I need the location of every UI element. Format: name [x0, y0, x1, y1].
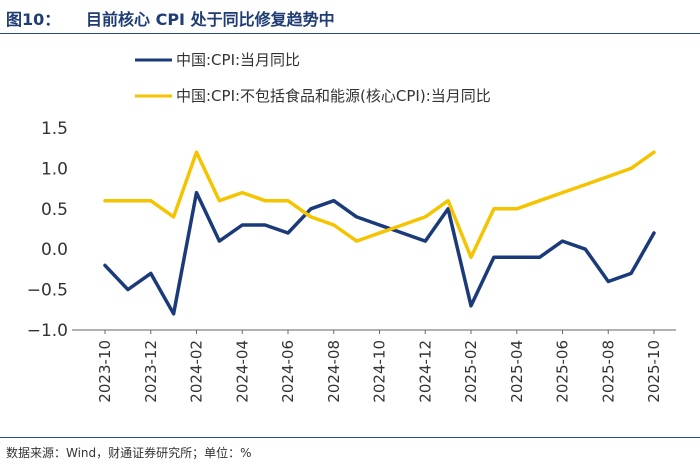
x-tick-label: 2025-10	[645, 340, 663, 403]
figure-header: 图10： 目前核心 CPI 处于同比修复趋势中	[0, 0, 700, 34]
y-tick-label: 0.5	[41, 200, 68, 220]
y-tick-label: −1.0	[27, 321, 68, 341]
legend-label-cpi: 中国:CPI:当月同比	[176, 51, 300, 69]
legend-label-core-cpi: 中国:CPI:不包括食品和能源(核心CPI):当月同比	[176, 87, 491, 105]
x-tick-label: 2024-08	[325, 340, 343, 403]
x-tick-label: 2024-04	[233, 340, 251, 403]
x-tick-label: 2024-10	[371, 340, 389, 403]
header-divider	[0, 33, 700, 34]
x-tick-label: 2025-04	[508, 340, 526, 403]
x-tick-label: 2025-08	[599, 340, 617, 403]
figure-number: 图10：	[6, 10, 61, 29]
x-tick-label: 2023-10	[96, 340, 114, 403]
chart-legend: 中国:CPI:当月同比 中国:CPI:不包括食品和能源(核心CPI):当月同比	[135, 51, 491, 105]
x-tick-label: 2023-12	[142, 340, 160, 403]
source-note: 数据来源：Wind，财通证券研究所；单位：%	[6, 446, 252, 460]
series-layer	[103, 150, 656, 316]
series-line-cpi	[103, 190, 656, 316]
y-tick-label: −0.5	[27, 281, 68, 301]
line-chart: 中国:CPI:当月同比 中国:CPI:不包括食品和能源(核心CPI):当月同比 …	[27, 51, 676, 403]
y-tick-label: 1.0	[41, 159, 68, 179]
x-tick-label: 2025-02	[462, 340, 480, 403]
x-tick-label: 2024-12	[416, 340, 434, 403]
x-tick-label: 2025-06	[554, 340, 572, 403]
y-tick-label: 0.0	[41, 240, 68, 260]
x-axis: 2023-10 2023-12 2024-02 2024-04 2024-06 2024-…	[96, 330, 663, 403]
x-tick-label: 2024-02	[188, 340, 206, 403]
footer-divider	[0, 437, 700, 438]
y-axis: 1.5 1.0 0.5 0.0 −0.5 −1.0	[27, 119, 68, 341]
figure-title: 目前核心 CPI 处于同比修复趋势中	[86, 10, 335, 29]
x-tick-label: 2024-06	[279, 340, 297, 403]
series-line-core-cpi	[103, 150, 656, 260]
y-tick-label: 1.5	[41, 119, 68, 139]
